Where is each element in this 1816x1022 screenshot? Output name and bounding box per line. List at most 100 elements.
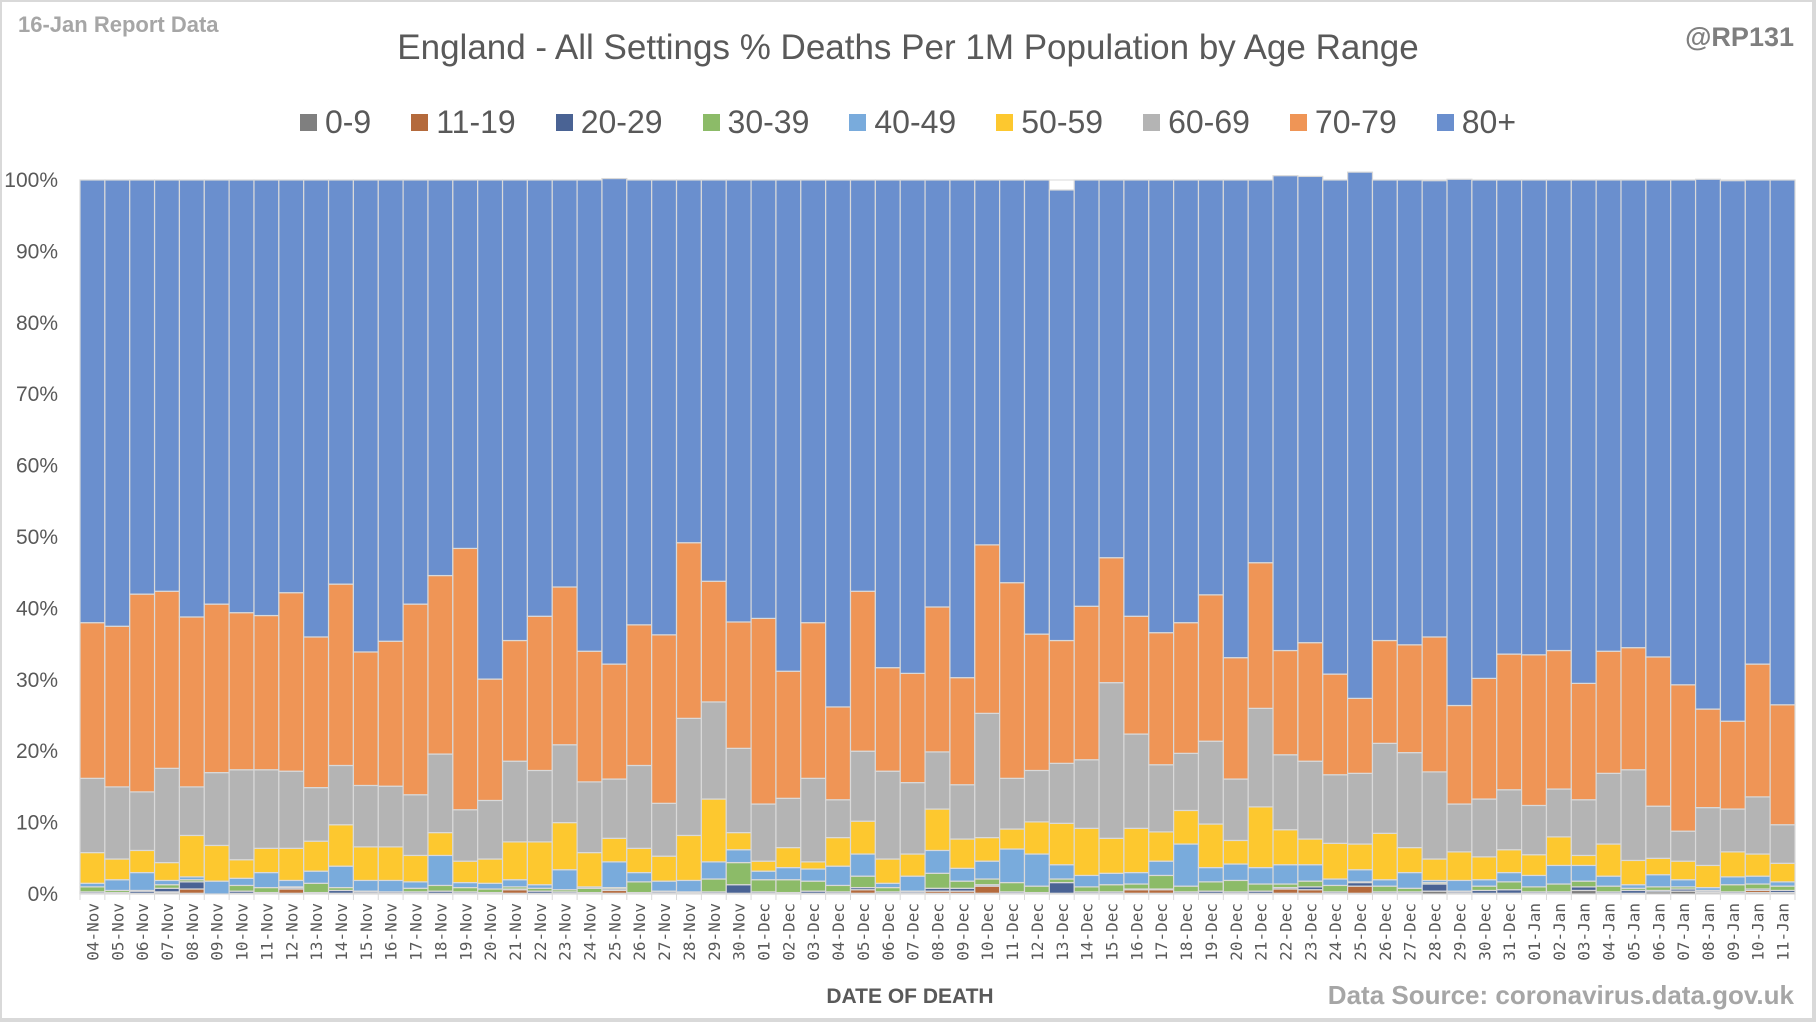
bar-segment-70-79 xyxy=(601,663,628,780)
x-tick-label: 08-Jan xyxy=(1699,903,1718,961)
bar-stack xyxy=(203,179,230,895)
bar-segment-60-69 xyxy=(1272,754,1299,831)
x-tick-label: 02-Dec xyxy=(779,903,798,961)
bar-segment-70-79 xyxy=(1769,704,1796,826)
bar-segment-80+ xyxy=(924,179,951,608)
bar-segment-50-59 xyxy=(452,860,479,884)
bar-segment-60-69 xyxy=(825,799,852,839)
bar-segment-50-59 xyxy=(104,858,131,881)
bar-segment-60-69 xyxy=(178,786,205,837)
x-tick-label: 23-Nov xyxy=(556,903,575,961)
legend-swatch xyxy=(996,114,1014,131)
bar-segment-60-69 xyxy=(1173,752,1200,812)
bar-segment-80+ xyxy=(1297,175,1324,644)
bar-segment-30-39 xyxy=(253,886,280,894)
bar-segment-40-49 xyxy=(1272,864,1299,885)
bar-segment-70-79 xyxy=(1620,647,1647,771)
bar-segment-40-49 xyxy=(1347,869,1374,883)
bar-segment-30-39 xyxy=(427,884,454,892)
bar-stack xyxy=(1595,179,1622,895)
bar-segment-40-49 xyxy=(501,879,528,888)
bar-segment-80+ xyxy=(79,179,106,624)
bar-segment-60-69 xyxy=(1719,808,1746,853)
bar-segment-50-59 xyxy=(178,834,205,878)
bar-segment-60-69 xyxy=(1520,804,1548,856)
y-tick-label: 20% xyxy=(16,740,58,763)
x-tick-label: 11-Dec xyxy=(1003,903,1022,961)
bar-segment-40-49 xyxy=(1744,875,1771,885)
bar-stack xyxy=(129,179,156,895)
bar-segment-50-59 xyxy=(1123,827,1150,874)
bar-segment-80+ xyxy=(501,179,528,642)
bar-segment-70-79 xyxy=(924,606,951,753)
bar-segment-80+ xyxy=(1769,179,1796,706)
chart-title: England - All Settings % Deaths Per 1M P… xyxy=(397,28,1419,67)
bar-segment-80+ xyxy=(1396,179,1423,646)
x-tick-label: 19-Dec xyxy=(1202,903,1221,961)
bar-segment-70-79 xyxy=(1446,704,1473,805)
bar-segment-50-59 xyxy=(1545,836,1572,867)
bar-stack xyxy=(327,179,355,895)
bar-segment-30-39 xyxy=(974,878,1001,886)
bar-segment-30-39 xyxy=(1098,884,1125,893)
bar-segment-50-59 xyxy=(1670,860,1697,881)
bar-segment-60-69 xyxy=(1148,764,1175,833)
bar-segment-80+ xyxy=(1123,179,1150,617)
x-tick-label: 02-Jan xyxy=(1550,903,1569,961)
bar-segment-70-79 xyxy=(477,678,504,802)
bar-stack xyxy=(675,179,702,895)
bar-segment-70-79 xyxy=(526,615,553,772)
legend-label: 0-9 xyxy=(324,104,372,140)
bar-stack xyxy=(924,179,951,895)
bar-segment-40-49 xyxy=(924,849,951,874)
legend-swatch xyxy=(849,114,867,131)
bar-segment-50-59 xyxy=(825,836,852,867)
bar-segment-30-39 xyxy=(1197,881,1224,892)
bar-stack xyxy=(1023,179,1050,895)
bar-segment-30-39 xyxy=(1148,874,1175,890)
x-tick-label: 11-Nov xyxy=(257,903,276,961)
bar-segment-50-59 xyxy=(651,855,678,882)
bar-segment-70-79 xyxy=(825,706,852,801)
bar-segment-50-59 xyxy=(775,846,802,869)
legend-label: 20-29 xyxy=(580,104,663,140)
x-tick-label: 09-Nov xyxy=(208,903,227,961)
bar-segment-50-59 xyxy=(526,841,553,886)
bar-segment-50-59 xyxy=(874,858,901,884)
bar-segment-80+ xyxy=(153,179,181,592)
bar-segment-80+ xyxy=(1645,179,1672,658)
bar-stack xyxy=(651,179,678,895)
bar-segment-50-59 xyxy=(576,851,603,888)
bar-stack xyxy=(303,179,330,895)
bar-segment-30-39 xyxy=(626,881,653,894)
bar-segment-70-79 xyxy=(104,625,131,788)
legend-item: 40-49 xyxy=(849,104,956,141)
bar-segment-60-69 xyxy=(1222,778,1249,842)
x-tick-label: 20-Nov xyxy=(481,903,500,961)
bar-segment-80+ xyxy=(327,179,355,585)
bar-segment-60-69 xyxy=(1197,740,1224,825)
bar-segment-60-69 xyxy=(576,781,603,854)
bar-segment-70-79 xyxy=(427,574,454,755)
bar-segment-40-49 xyxy=(352,879,379,892)
bar-segment-80+ xyxy=(1347,171,1374,699)
bar-segment-60-69 xyxy=(1023,769,1050,823)
bar-stack xyxy=(1222,179,1249,895)
bar-segment-60-69 xyxy=(153,767,181,864)
bar-segment-70-79 xyxy=(352,651,379,787)
bar-stack xyxy=(178,179,205,895)
legend-item: 60-69 xyxy=(1143,104,1250,141)
bar-segment-70-79 xyxy=(576,650,603,783)
bar-segment-70-79 xyxy=(501,639,528,762)
bar-segment-40-49 xyxy=(477,882,504,890)
bar-segment-40-49 xyxy=(377,879,404,893)
bar-stack xyxy=(899,179,926,895)
bar-stack xyxy=(825,179,852,895)
x-tick-label: 10-Dec xyxy=(978,903,997,961)
bar-segment-80+ xyxy=(1073,179,1100,607)
bar-segment-60-69 xyxy=(1620,769,1647,862)
bar-segment-80+ xyxy=(974,179,1001,546)
bar-segment-40-49 xyxy=(1396,871,1423,889)
bar-stack xyxy=(501,179,528,895)
bar-segment-80+ xyxy=(526,179,553,617)
